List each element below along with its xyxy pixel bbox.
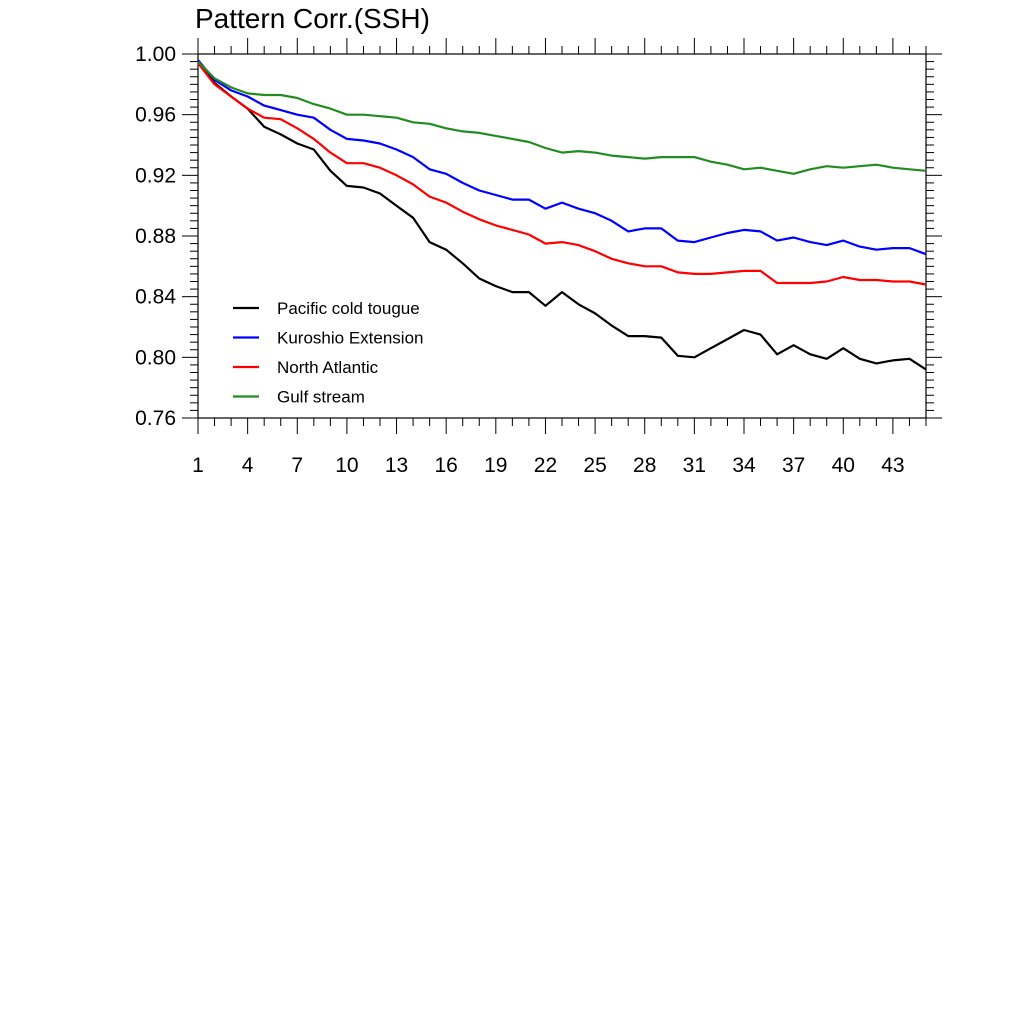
- x-tick-label: 1: [192, 454, 204, 477]
- x-tick-label: 10: [335, 454, 358, 477]
- legend-label: North Atlantic: [277, 358, 379, 377]
- series-layer: [197, 59, 927, 371]
- y-tick-label: 0.76: [135, 407, 176, 430]
- y-tick-label: 0.92: [135, 164, 176, 187]
- series-line-kuroshio-extension: [197, 59, 927, 256]
- x-tick-label: 28: [633, 454, 656, 477]
- chart-title: Pattern Corr.(SSH): [195, 3, 430, 34]
- x-tick-label: 16: [435, 454, 458, 477]
- x-tick-label: 7: [291, 454, 303, 477]
- x-tick-label: 37: [782, 454, 805, 477]
- legend: Pacific cold tougue Kuroshio Extension Nor…: [233, 299, 423, 407]
- x-tick-label: 40: [832, 454, 855, 477]
- series-line-north-atlantic: [197, 62, 927, 286]
- y-tick-label: 0.88: [135, 225, 176, 248]
- x-tick-label: 34: [732, 454, 756, 477]
- x-tick-label: 19: [484, 454, 507, 477]
- series-line-pacific-cold-tougue: [197, 60, 927, 371]
- chart-axes: 0.76 0.80 0.84 0.88 0.92 0.96 1.00 1 4 7 10 13 16 19 2…: [135, 38, 942, 477]
- y-tick-label: 0.96: [135, 104, 176, 127]
- x-tick-label: 13: [385, 454, 408, 477]
- legend-label: Pacific cold tougue: [277, 299, 420, 318]
- y-tick-label: 0.84: [135, 286, 176, 309]
- x-tick-label: 31: [683, 454, 706, 477]
- y-tick-label: 0.80: [135, 346, 176, 369]
- x-tick-label: 22: [534, 454, 557, 477]
- x-tick-label: 43: [881, 454, 904, 477]
- legend-label: Kuroshio Extension: [277, 329, 423, 348]
- series-line-gulf-stream: [197, 60, 927, 175]
- y-tick-label: 1.00: [135, 43, 176, 66]
- legend-label: Gulf stream: [277, 388, 365, 407]
- x-tick-label: 4: [242, 454, 254, 477]
- x-tick-label: 25: [583, 454, 606, 477]
